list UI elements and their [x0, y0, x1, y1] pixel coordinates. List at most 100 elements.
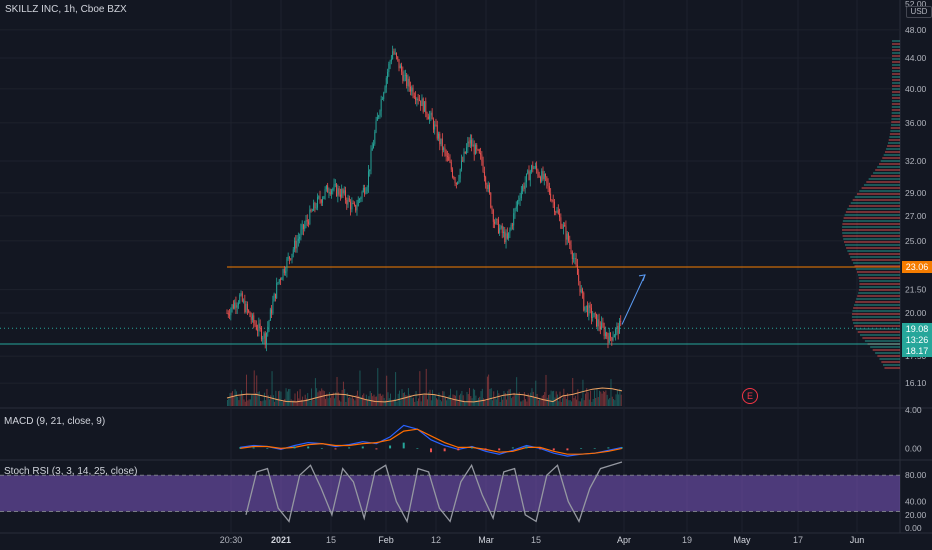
candle-body — [464, 151, 466, 154]
volume-bar — [449, 388, 451, 406]
candle-body — [494, 221, 496, 224]
candle-body — [304, 224, 306, 229]
candle-body — [531, 165, 532, 172]
macd-histogram-bar — [607, 447, 610, 449]
volume-profile-bar — [846, 247, 900, 249]
candle-body — [443, 147, 445, 151]
volume-bar — [364, 399, 366, 406]
candle-body — [519, 198, 521, 201]
candle-body — [592, 317, 594, 318]
volume-bar — [432, 389, 434, 406]
candle-body — [360, 198, 362, 199]
volume-bar — [381, 395, 383, 406]
candle-body — [448, 156, 450, 161]
candle-body — [441, 138, 443, 151]
earnings-event-icon[interactable]: E — [742, 388, 758, 404]
price-candles — [226, 45, 622, 352]
volume-profile-bar — [891, 94, 900, 96]
candle-body — [579, 281, 581, 293]
volume-bar — [353, 398, 355, 406]
candle-body — [286, 259, 288, 272]
volume-profile-bar — [877, 355, 900, 357]
volume-profile-bar — [892, 43, 900, 45]
volume-bar — [443, 391, 445, 406]
candle-body — [389, 61, 391, 64]
candle-body — [587, 305, 589, 316]
volume-bar — [239, 395, 241, 406]
volume-bar — [543, 395, 544, 406]
volume-bar — [396, 401, 398, 406]
macd-title[interactable]: MACD (9, 21, close, 9) — [4, 416, 106, 427]
candle-body — [597, 319, 599, 327]
candle-body — [569, 241, 571, 246]
candle-body — [253, 315, 255, 323]
candle-body — [496, 219, 498, 220]
volume-bar — [441, 401, 442, 406]
volume-profile-bar — [854, 196, 900, 198]
candle-body — [260, 328, 262, 340]
candle-body — [249, 311, 251, 317]
candle-body — [601, 322, 603, 330]
candle-body — [497, 219, 499, 234]
volume-bar — [351, 396, 353, 406]
candle-body — [610, 332, 611, 338]
time-tick-label: Jun — [850, 535, 865, 545]
volume-bar — [585, 393, 586, 406]
volume-bar — [469, 388, 470, 406]
candle-body — [317, 197, 318, 208]
volume-profile-bar — [852, 310, 900, 312]
volume-profile-bar — [859, 283, 900, 285]
candle-body — [598, 319, 600, 327]
candle-body — [332, 189, 334, 191]
volume-bar — [607, 399, 609, 406]
volume-profile-bar — [856, 271, 900, 273]
volume-bar — [369, 391, 371, 406]
candle-body — [324, 189, 326, 197]
candle-body — [235, 302, 237, 308]
volume-bar — [528, 397, 530, 406]
volume-bar — [326, 393, 328, 406]
volume-profile-bar — [842, 226, 900, 228]
candle-body — [440, 138, 442, 145]
volume-profile-bar — [853, 322, 900, 324]
volume-profile-bar — [892, 49, 900, 51]
stoch-rsi-title[interactable]: Stoch RSI (3, 3, 14, 25, close) — [4, 466, 138, 477]
candle-body — [258, 323, 260, 331]
volume-bar — [546, 397, 548, 406]
volume-bar — [478, 397, 479, 406]
volume-bar — [235, 391, 237, 406]
symbol-title[interactable]: SKILLZ INC, 1h, Cboe BZX — [5, 4, 127, 15]
candle-body — [475, 144, 476, 155]
volume-bar — [249, 399, 251, 406]
volume-bar — [283, 401, 284, 406]
candle-body — [320, 200, 322, 203]
volume-bar — [299, 389, 301, 406]
volume-bar — [404, 392, 406, 406]
currency-unit-label[interactable]: USD — [906, 6, 932, 18]
candle-body — [469, 140, 471, 144]
candle-body — [416, 98, 418, 101]
volume-profile-bar — [891, 88, 900, 90]
volume-bar — [596, 388, 598, 406]
time-tick-label: 2021 — [271, 535, 291, 545]
volume-bar — [419, 371, 421, 406]
volume-bar — [410, 395, 412, 406]
candle-body — [450, 162, 452, 170]
candle-body — [431, 112, 433, 120]
volume-bar — [464, 400, 465, 406]
volume-profile-bar — [862, 337, 900, 339]
price-tick-label: 40.00 — [905, 84, 927, 94]
candle-body — [240, 293, 242, 295]
candle-body — [617, 325, 619, 334]
volume-bar — [601, 393, 603, 406]
volume-bar — [243, 399, 245, 406]
candle-body — [373, 143, 374, 149]
volume-bar — [346, 392, 348, 406]
volume-bar — [230, 392, 232, 406]
candle-body — [573, 258, 575, 260]
candle-body — [459, 169, 461, 179]
volume-bar — [227, 399, 228, 406]
volume-profile-bar — [888, 139, 900, 141]
candle-body — [311, 210, 313, 212]
